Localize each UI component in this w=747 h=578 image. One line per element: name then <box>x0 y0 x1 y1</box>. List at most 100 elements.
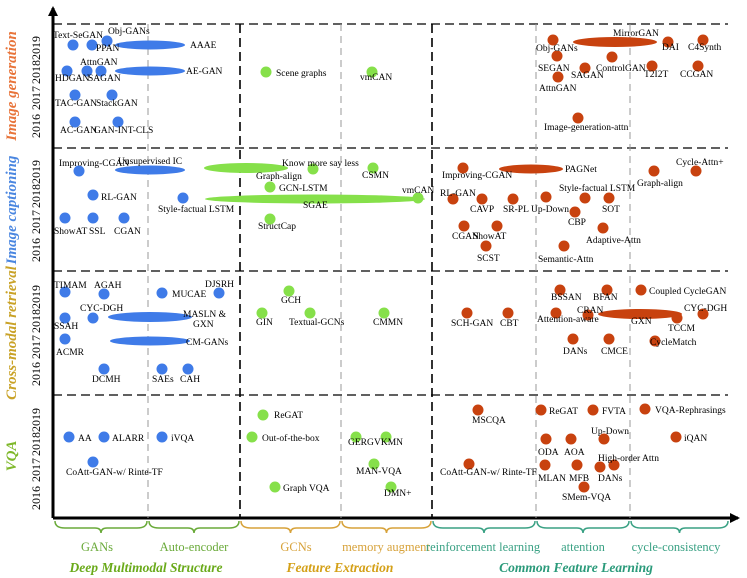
method-dot-rl-gan <box>447 193 459 205</box>
method-label-bfan: BFAN <box>593 293 618 303</box>
method-label-smem-vqa: SMem-VQA <box>562 493 611 503</box>
method-label-dans: DANs <box>563 347 588 357</box>
method-dot-c4synth <box>697 34 709 46</box>
column-label-gans: GANs <box>81 540 113 554</box>
method-label-showat: ShowAT <box>54 227 87 237</box>
method-dot-ssl <box>87 212 99 224</box>
method-dot-ssah <box>59 312 71 324</box>
method-dot-t2i2t <box>646 60 658 72</box>
method-label-mirrorgan: MirrorGAN <box>613 29 659 39</box>
method-dot-coatt-gan-w-rinte-tf <box>87 456 99 468</box>
method-dot-dcmh <box>98 363 110 375</box>
method-dot-ac-gan <box>69 116 81 128</box>
method-label-rl-gan: RL-GAN <box>440 189 476 199</box>
method-label-up-down: Up-Down <box>591 427 629 437</box>
method-label-graph-align: Graph-align <box>256 172 302 182</box>
year-label-2017: 2017 <box>29 458 43 482</box>
method-label-vmcan: vmCAN <box>360 73 392 83</box>
method-dot-cran <box>582 309 594 321</box>
method-dot-man-vqa <box>368 458 380 470</box>
method-label-sch-gan: SCH-GAN <box>451 319 493 329</box>
brace-memory-augment <box>341 520 432 534</box>
method-label-improving-cgan: Improving-CGAN <box>59 159 129 169</box>
method-label-masln: MASLN & <box>183 310 227 320</box>
column-label-attention: attention <box>561 540 605 554</box>
method-label-aa: AA <box>78 434 92 444</box>
row-label-image-captioning: Image captioning <box>4 155 20 265</box>
method-label-style-factual-lstm: Style-factual LSTM <box>158 204 235 215</box>
method-label-regat: ReGAT <box>549 407 578 417</box>
method-dot-cmmn <box>378 307 390 319</box>
row-separators <box>53 23 728 396</box>
method-label-dcmh: DCMH <box>92 375 121 385</box>
method-dot-structcap <box>264 213 276 225</box>
method-dot-dans <box>608 459 620 471</box>
method-label-graph-vqa: Graph VQA <box>283 484 330 494</box>
year-label-2018: 2018 <box>29 184 43 208</box>
method-label-know-more-say-less: Know more say less <box>282 159 359 169</box>
method-label-image-generation-attn: Image-generation-attn <box>544 123 629 133</box>
method-dot-tccm <box>671 312 683 324</box>
method-label-gxn: GXN <box>193 320 214 330</box>
year-label-2018: 2018 <box>29 309 43 333</box>
row-label-cross-modal-retrieval: Cross-modal retrieval <box>4 265 20 400</box>
method-label-ssl: SSL <box>89 227 106 237</box>
method-dot-semantic-attn <box>558 240 570 252</box>
method-dot-vkmn <box>380 431 392 443</box>
masln-gxn-span <box>108 312 192 322</box>
method-label-mfb: MFB <box>569 474 589 484</box>
method-dot-attngan <box>81 65 93 77</box>
method-label-rl-gan: RL-GAN <box>101 193 137 203</box>
brace-gans <box>54 520 148 534</box>
method-dot-sagan <box>95 65 107 77</box>
method-dot-image-generation-attn <box>572 112 584 124</box>
method-label-showat: ShowAT <box>473 232 506 242</box>
sgae-span <box>205 194 425 204</box>
method-label-cbt: CBT <box>500 319 519 329</box>
method-label-mscqa: MSCQA <box>472 416 506 426</box>
method-dot-rl-gan <box>87 189 99 201</box>
method-label-ccgan: CCGAN <box>680 70 713 80</box>
method-dot-high-order-attn <box>594 461 606 473</box>
method-label-mucae: MUCAE <box>172 290 207 300</box>
method-label-coatt-gan-w-rinte-tf: CoAtt-GAN-w/ Rinte-TF <box>440 468 537 478</box>
method-dot-mscqa <box>472 404 484 416</box>
year-label-2016: 2016 <box>29 114 43 138</box>
method-label-dmn: DMN+ <box>384 489 412 499</box>
method-dot-coupled-cyclegan <box>635 284 647 296</box>
group-title-feature-extraction: Feature Extraction <box>286 560 394 575</box>
method-label-hdgan: HDGAN <box>55 74 89 84</box>
method-dot-sr-pl <box>507 193 519 205</box>
method-label-gerg: GERG <box>348 438 374 448</box>
method-label-segan: SEGAN <box>538 64 570 74</box>
method-label-ssah: SSAH <box>54 322 78 332</box>
method-dot-mucae <box>156 287 168 299</box>
method-dot-csmn <box>367 162 379 174</box>
method-dot-stackgan <box>106 89 118 101</box>
method-dot-cavp <box>476 193 488 205</box>
method-label-semantic-attn: Semantic-Attn <box>538 255 594 265</box>
method-label-obj-gans: Obj-GANs <box>108 27 150 37</box>
method-label-ivqa: iVQA <box>171 434 194 444</box>
method-dot-aa <box>63 431 75 443</box>
method-dot-ivqa <box>156 431 168 443</box>
group-title-deep-multimodal-structure: Deep Multimodal Structure <box>68 560 222 575</box>
mirrorgan-span <box>573 37 657 47</box>
method-dot-cgan <box>458 220 470 232</box>
year-label-2017: 2017 <box>29 335 43 359</box>
year-label-2019: 2019 <box>29 160 43 184</box>
method-dot-cyclematch <box>649 335 661 347</box>
method-dot-regat <box>535 404 547 416</box>
method-label-aoa: AOA <box>564 448 585 458</box>
ae-gan-span <box>115 66 185 76</box>
method-label-obj-gans: Obj-GANs <box>536 44 578 54</box>
method-dot-mfb <box>571 459 583 471</box>
method-dot-acmr <box>59 333 71 345</box>
method-label-coatt-gan-w-rinte-tf: CoAtt-GAN-w/ Rinte-TF <box>66 468 163 478</box>
year-label-2019: 2019 <box>29 36 43 60</box>
method-dot-cbt <box>502 307 514 319</box>
method-dot-hdgan <box>61 65 73 77</box>
method-dot-ppan <box>86 39 98 51</box>
method-label-agah: AGAH <box>94 281 122 291</box>
